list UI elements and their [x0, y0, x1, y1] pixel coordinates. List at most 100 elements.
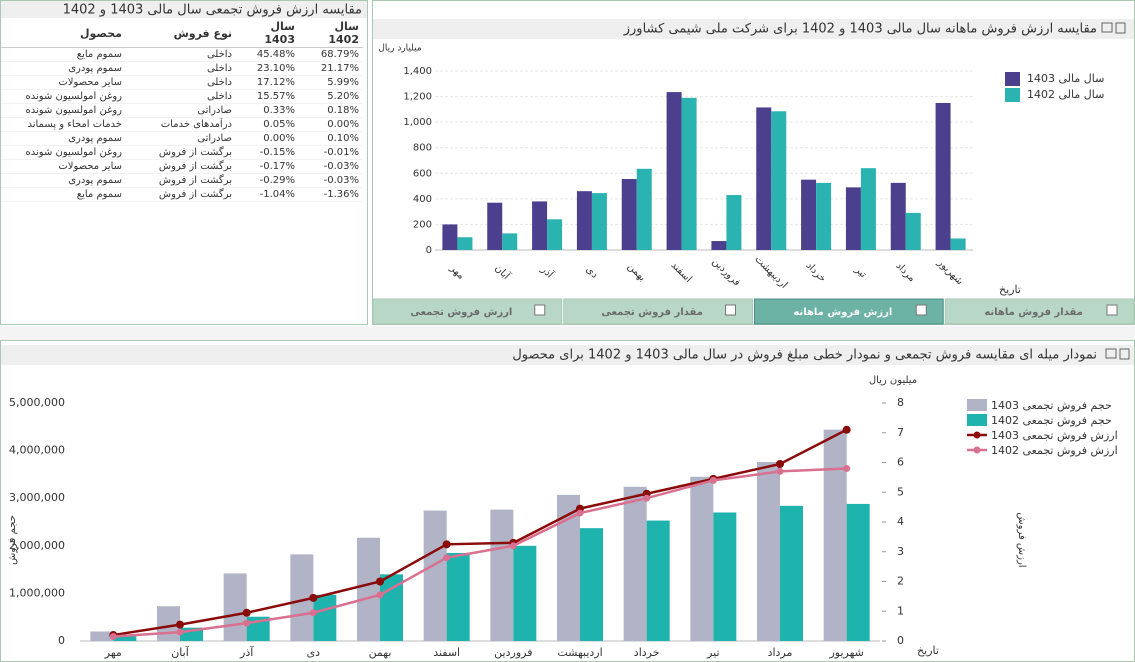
copy-icon[interactable] [1119, 348, 1130, 360]
tab[interactable] [944, 298, 1135, 325]
bar [756, 107, 772, 250]
cell-text: روغن امولسیون شونده [1, 89, 126, 104]
tab-label[interactable]: مقدار فروش ماهانه [984, 307, 1083, 318]
bar [771, 111, 787, 251]
cell-text: سایر محصولات [1, 159, 126, 174]
tab-icon[interactable] [1106, 304, 1118, 316]
cell-text: داخلی [126, 89, 236, 104]
x-tick-label: فروردین [494, 646, 532, 659]
bar [457, 237, 473, 250]
tab[interactable] [754, 298, 944, 325]
line-marker [376, 591, 384, 599]
tab-icon[interactable] [915, 304, 927, 316]
cell-text: برگشت از فروش [126, 159, 236, 174]
bar [442, 224, 458, 250]
cell-text: برگشت از فروش [126, 173, 236, 188]
export-icon[interactable] [1105, 348, 1117, 359]
cell-value: 5.99% [299, 75, 363, 90]
y-tick-label: 400 [413, 194, 432, 205]
cell-text: سموم مایع [1, 47, 126, 62]
sales-table: محصول نوع فروش سال 1403 سال 1402 سموم مایع دا… [1, 19, 363, 202]
tab[interactable] [372, 298, 563, 325]
separator [0, 326, 1135, 340]
cell-value: -0.15% [236, 145, 299, 160]
export-icon[interactable] [1101, 22, 1113, 33]
legend-label: ارزش فروش تجمعی 1403 [991, 429, 1118, 442]
tab-icon[interactable] [725, 304, 736, 316]
bar [557, 494, 580, 641]
y-tick-label: 800 [413, 143, 432, 154]
x-axis-label: تاریخ [999, 283, 1021, 296]
bar [290, 554, 314, 641]
panel-title: مقایسه ارزش فروش ماهانه سال مالی 1403 و … [623, 22, 1097, 37]
bar [636, 168, 652, 250]
bar [591, 193, 607, 250]
cell-text: خدمات امحاء و پسماند [1, 117, 126, 132]
title-bar [1, 345, 1134, 365]
table-row: سموم پودری داخلی 23.10% 21.17% [1, 61, 363, 76]
column-header: سال 1403 [236, 19, 299, 48]
y2-tick-label: 0 [897, 634, 904, 647]
panel-title: مقایسه ارزش فروش تجمعی سال مالی 1403 و 1… [63, 3, 362, 18]
y-tick-label: 1,000,000 [9, 586, 65, 599]
tab-label[interactable]: مقدار فروش تجمعی [601, 307, 703, 318]
y-axis-label: میلیارد ریال [378, 44, 422, 54]
cell-value: -1.04% [236, 187, 299, 202]
legend-label: ارزش فروش تجمعی 1402 [991, 444, 1118, 457]
y-tick-label: 1,000 [403, 117, 432, 128]
table-row: خدمات امحاء و پسماند درآمدهای خدمات 0.05% 0… [1, 117, 363, 132]
y-tick-label: 3,000,000 [9, 491, 65, 504]
tab-icon[interactable] [534, 304, 546, 316]
line-marker [176, 620, 184, 629]
bar [890, 182, 906, 250]
y2-tick-label: 4 [897, 515, 904, 528]
cell-text: سموم پودری [1, 173, 126, 188]
line [113, 467, 847, 638]
bar [757, 462, 780, 641]
bar [423, 510, 447, 641]
bar [623, 486, 647, 641]
cell-value: -0.03% [299, 159, 363, 174]
line-marker [376, 577, 384, 586]
table-container: محصول نوع فروش سال 1403 سال 1402 سموم مایع دا… [1, 19, 365, 319]
cell-value: 0.10% [299, 131, 363, 146]
cell-value: 0.00% [299, 117, 363, 132]
table-body: سموم مایع داخلی 45.48% 68.79% سموم پودری داخل… [1, 47, 363, 202]
y-tick-label: 200 [413, 219, 432, 230]
x-tick-label: آبان [171, 645, 189, 659]
cell-text: سموم پودری [1, 61, 126, 76]
x-tick-label: تیر [706, 646, 719, 659]
x-tick-label: آذر [239, 645, 254, 659]
table-row: سایر محصولات داخلی 17.12% 5.99% [1, 75, 363, 90]
line-marker [843, 464, 851, 472]
tab[interactable] [563, 298, 753, 325]
bar [513, 545, 537, 641]
cell-text: سموم پودری [1, 131, 126, 146]
y2-tick-label: 6 [897, 456, 904, 469]
y-tick-label: 1,400 [403, 66, 432, 77]
bar [690, 476, 714, 641]
y-tick-label: 2,000,000 [9, 539, 65, 552]
line-marker [643, 494, 651, 502]
y-tick-label: 1,200 [403, 92, 432, 103]
y-tick-label: 4,000,000 [9, 444, 65, 457]
table-row: روغن امولسیون شونده صادراتی 0.33% 0.18% [1, 103, 363, 118]
tab-label[interactable]: ارزش فروش تجمعی [410, 307, 512, 318]
bar [816, 182, 832, 250]
cell-value: 21.17% [299, 61, 363, 76]
copy-icon[interactable] [1115, 22, 1126, 34]
line-marker [442, 540, 451, 549]
bar [223, 573, 247, 641]
tab-label[interactable]: ارزش فروش ماهانه [793, 307, 892, 318]
line-marker [842, 425, 851, 434]
title-bar [1, 1, 367, 18]
title-bar [373, 19, 1134, 39]
table-row: سایر محصولات برگشت از فروش -0.17% -0.03% [1, 159, 363, 174]
cell-value: -0.17% [236, 159, 299, 174]
column-header: محصول [1, 19, 126, 48]
line-marker [576, 509, 584, 517]
x-tick-label: مرداد [768, 646, 793, 659]
legend-label: سال مالی 1402 [1027, 88, 1104, 101]
cell-value: 68.79% [299, 47, 363, 62]
bar [313, 594, 337, 641]
